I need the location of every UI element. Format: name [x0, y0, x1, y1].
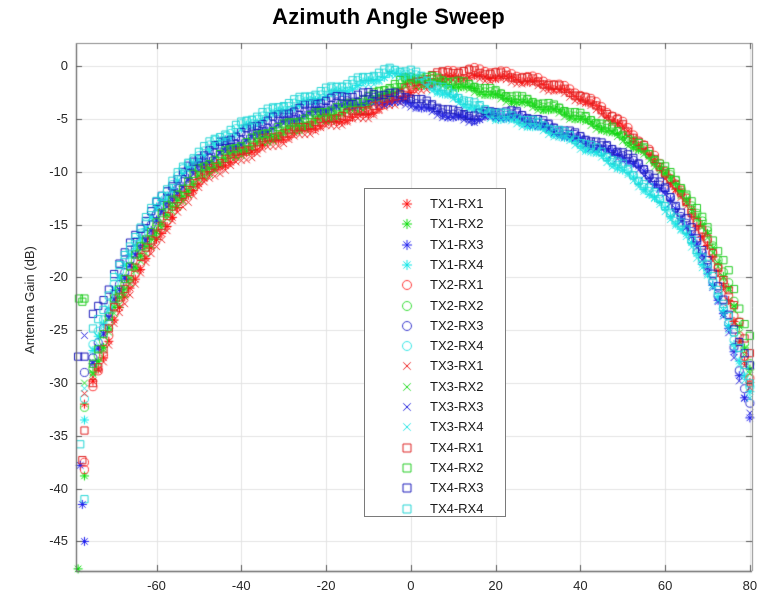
legend-marker-circle-icon — [399, 277, 415, 294]
y-tick-label: -5 — [56, 111, 68, 127]
y-tick-label: -45 — [49, 533, 68, 549]
legend-label: TX3-RX4 — [430, 419, 484, 435]
y-tick-label: 0 — [60, 58, 68, 74]
y-tick-label: -30 — [49, 375, 68, 391]
legend-marker-circle-icon — [399, 317, 415, 334]
legend-item: TX2-RX4 — [365, 336, 505, 356]
legend-marker-asterisk-icon — [399, 256, 415, 273]
legend-marker-asterisk-icon — [399, 236, 415, 253]
legend-item: TX3-RX2 — [365, 377, 505, 397]
y-axis-label: Antenna Gain (dB) — [22, 246, 37, 354]
legend: TX1-RX1 TX1-RX2 TX1-RX3 TX1-RX4 TX2-RX1 TX2-R… — [364, 188, 506, 517]
legend-label: TX3-RX1 — [430, 358, 484, 374]
legend-item: TX3-RX1 — [365, 356, 505, 376]
legend-marker-circle-icon — [399, 338, 415, 355]
legend-label: TX4-RX2 — [430, 459, 484, 475]
legend-item: TX2-RX2 — [365, 296, 505, 316]
legend-item: TX1-RX3 — [365, 235, 505, 255]
legend-item: TX2-RX3 — [365, 316, 505, 336]
legend-item: TX3-RX4 — [365, 417, 505, 437]
legend-label: TX4-RX1 — [430, 439, 484, 455]
legend-item: TX1-RX4 — [365, 255, 505, 275]
y-tick-label: -15 — [49, 216, 68, 232]
legend-marker-x-icon — [399, 399, 415, 415]
legend-item: TX4-RX2 — [365, 458, 505, 478]
legend-item: TX3-RX3 — [365, 397, 505, 417]
x-tick-label: 0 — [407, 578, 415, 593]
x-tick-label: -40 — [231, 578, 251, 593]
legend-marker-asterisk-icon — [399, 216, 415, 233]
x-tick-label: 40 — [573, 578, 588, 593]
x-tick-label: -60 — [147, 578, 166, 593]
x-tick-label: -20 — [316, 578, 336, 593]
legend-marker-x-icon — [399, 378, 415, 395]
legend-label: TX1-RX4 — [430, 256, 484, 272]
legend-label: TX2-RX1 — [430, 277, 484, 293]
legend-label: TX2-RX3 — [430, 317, 484, 333]
legend-label: TX3-RX2 — [430, 378, 484, 394]
x-tick-label: 80 — [742, 578, 758, 593]
legend-marker-asterisk-icon — [399, 196, 415, 212]
legend-label: TX1-RX3 — [430, 236, 484, 252]
y-tick-label: -25 — [49, 322, 68, 338]
legend-label: TX3-RX3 — [430, 399, 484, 414]
y-tick-label: -20 — [49, 269, 68, 285]
legend-label: TX2-RX4 — [430, 338, 484, 354]
y-tick-label: -35 — [49, 427, 68, 443]
y-tick-label: -10 — [49, 163, 68, 179]
legend-item: TX4-RX1 — [365, 438, 505, 458]
legend-item: TX1-RX2 — [365, 214, 505, 234]
legend-marker-square-icon — [399, 480, 415, 497]
legend-item: TX1-RX1 — [365, 194, 505, 214]
legend-label: TX4-RX3 — [430, 480, 484, 496]
x-tick-label: 60 — [657, 578, 673, 593]
legend-label: TX1-RX1 — [430, 196, 484, 211]
x-tick-label: 20 — [488, 578, 503, 593]
legend-marker-circle-icon — [399, 297, 415, 314]
legend-item: TX2-RX1 — [365, 275, 505, 295]
legend-marker-x-icon — [399, 419, 415, 436]
legend-marker-square-icon — [399, 500, 415, 517]
legend-marker-square-icon — [399, 459, 415, 476]
legend-marker-x-icon — [399, 358, 415, 375]
legend-label: TX4-RX4 — [430, 500, 484, 516]
legend-item: TX4-RX4 — [365, 499, 505, 519]
legend-label: TX2-RX2 — [430, 297, 484, 313]
legend-item: TX4-RX3 — [365, 478, 505, 498]
legend-label: TX1-RX2 — [430, 216, 484, 232]
legend-marker-square-icon — [399, 439, 415, 456]
y-tick-label: -40 — [49, 480, 68, 496]
